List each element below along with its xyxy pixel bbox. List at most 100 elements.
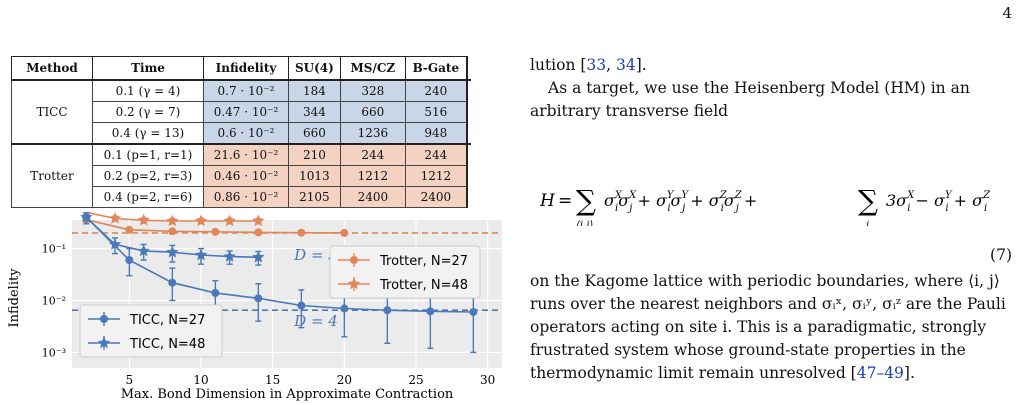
table-right-bar <box>465 101 471 123</box>
data-point <box>469 308 478 317</box>
svg-text:∑: ∑ <box>576 184 596 217</box>
data-point <box>223 214 236 227</box>
data-point <box>166 245 179 258</box>
data-point <box>297 301 306 310</box>
data-point <box>383 306 392 315</box>
table-right-bar <box>465 56 471 80</box>
su4-cell: 210 <box>288 143 341 166</box>
data-point <box>137 244 150 257</box>
x-tick-label: 15 <box>265 373 280 387</box>
data-point <box>252 250 265 263</box>
time-cell: 0.4 (γ = 13) <box>92 122 204 145</box>
series-ticc-n-27 <box>82 212 478 354</box>
paragraph-continuation: lution [33, 34]. <box>530 54 1012 77</box>
text-run: , <box>606 56 617 74</box>
data-point <box>252 214 265 227</box>
table-row: TICC 0.1 (γ = 4) 0.7 · 10⁻² 184 328 240 <box>11 79 471 145</box>
infidelity-cell: 0.46 · 10⁻² <box>203 165 289 187</box>
legend-label: Trotter, N=48 <box>379 278 468 293</box>
data-point <box>108 237 122 250</box>
table-right-bar <box>465 122 471 144</box>
legend-ticc: TICC, N=27 TICC, N=48 <box>79 304 223 358</box>
x-tick-label: 10 <box>193 373 208 387</box>
legend-label: TICC, N=48 <box>129 337 205 352</box>
mscz-cell: 328 <box>339 79 406 102</box>
mscz-cell: 2400 <box>339 186 406 208</box>
table-row: 0.4 (p=2, r=6) 0.86 · 10⁻² 2105 2400 240… <box>12 186 471 208</box>
svg-text:⟨i,j⟩: ⟨i,j⟩ <box>576 220 593 226</box>
time-cell: 0.1 (p=1, r=1) <box>92 143 204 166</box>
data-point <box>108 212 122 224</box>
table-right-bar <box>465 79 471 102</box>
infidelity-cell: 0.47 · 10⁻² <box>203 101 289 123</box>
x-tick-label: 20 <box>337 373 352 387</box>
y-tick-label: 10⁻² <box>42 294 66 307</box>
data-point <box>340 228 349 237</box>
mscz-cell: 244 <box>339 143 406 166</box>
x-axis-label: Max. Bond Dimension in Approximate Contr… <box>121 387 454 402</box>
bgate-cell: 948 <box>404 122 468 145</box>
table-row: Trotter 0.1 (p=1, r=1) 21.6 · 10⁻² 210 2… <box>11 143 471 208</box>
time-cell: 0.2 (p=2, r=3) <box>92 165 204 187</box>
header-time: Time <box>92 56 204 81</box>
data-point <box>297 228 306 237</box>
x-tick-label: 25 <box>408 373 423 387</box>
header-su4: SU(4) <box>288 56 341 81</box>
bgate-cell: 1212 <box>404 165 468 187</box>
paragraph-target: As a target, we use the Heisenberg Model… <box>530 79 970 120</box>
citation-link[interactable]: 47–49 <box>856 364 904 382</box>
data-point <box>125 225 134 234</box>
data-point <box>168 278 177 287</box>
su4-cell: 2105 <box>288 186 341 208</box>
mscz-cell: 660 <box>339 101 406 123</box>
mscz-cell: 1236 <box>339 122 406 145</box>
text-run: ]. <box>903 364 915 382</box>
y-axis-label: Infidelity <box>7 268 22 328</box>
method-cell: TICC <box>11 79 93 145</box>
infidelity-cell: 0.7 · 10⁻² <box>203 79 289 102</box>
text-run: ]. <box>635 56 647 74</box>
data-point <box>426 307 435 316</box>
bgate-cell: 244 <box>404 143 468 166</box>
time-cell: 0.2 (γ = 7) <box>92 101 204 123</box>
legend-label: Trotter, N=27 <box>379 254 468 269</box>
method-cell: Trotter <box>11 143 93 208</box>
data-point <box>168 227 177 236</box>
text-column-lower: on the Kagome lattice with periodic boun… <box>530 270 1012 385</box>
data-point <box>166 214 179 227</box>
data-point <box>254 228 263 237</box>
bgate-cell: 516 <box>404 101 468 123</box>
data-point <box>223 250 236 262</box>
data-point <box>80 212 93 223</box>
infidelity-cell: 21.6 · 10⁻² <box>203 143 289 166</box>
data-point <box>211 288 220 297</box>
hamiltonian-equation: H = ∑ ⟨i,j⟩ σX iσX j + σY iσY j + σZ iσZ j + ∑… <box>540 184 991 226</box>
legend-label: TICC, N=27 <box>129 313 205 328</box>
mscz-cell: 1212 <box>339 165 406 187</box>
legend-marker <box>100 315 108 323</box>
svg-text:∑: ∑ <box>858 184 878 217</box>
series-ticc-n-48 <box>80 212 265 266</box>
table-right-bar <box>465 165 471 187</box>
su4-cell: 660 <box>288 122 341 145</box>
legend-trotter: Trotter, N=27 Trotter, N=48 <box>329 245 481 299</box>
y-tick-label: 10⁻³ <box>42 346 66 359</box>
header-mscz: MS/CZ <box>339 56 406 81</box>
results-table: Method Time Infidelity SU(4) MS/CZ B-Gat… <box>11 56 471 208</box>
data-point <box>254 294 263 303</box>
y-tick-label: 10⁻¹ <box>42 243 66 256</box>
legend-marker <box>350 256 358 264</box>
table-right-bar <box>465 143 471 166</box>
citation-link[interactable]: 34 <box>616 56 636 74</box>
data-point <box>125 256 134 265</box>
annotation-label: D = 3 <box>293 246 338 264</box>
series-line <box>85 216 474 313</box>
text-run: lution [ <box>530 56 587 74</box>
citation-link[interactable]: 33 <box>586 56 607 74</box>
data-point <box>137 213 150 226</box>
equation-number: (7) <box>990 246 1012 264</box>
time-cell: 0.1 (γ = 4) <box>92 79 204 102</box>
x-tick-label: 30 <box>480 373 495 387</box>
